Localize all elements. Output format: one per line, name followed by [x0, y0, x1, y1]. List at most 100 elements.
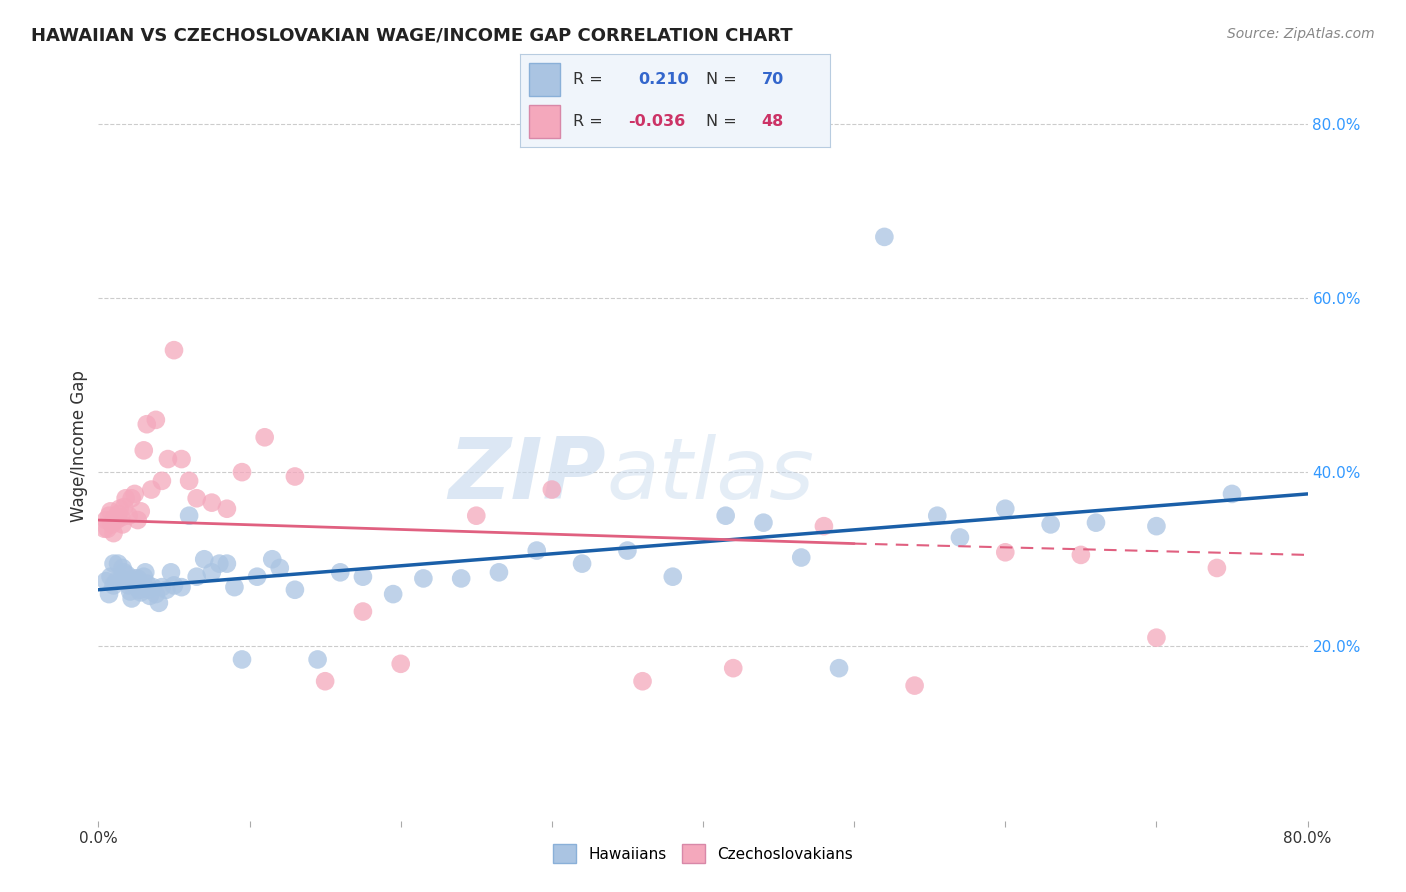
Point: [104, 510, 127, 524]
Point: [128, 582, 150, 597]
Point: [828, 661, 851, 675]
Text: 48: 48: [762, 114, 783, 129]
Point: [949, 531, 972, 545]
Point: [115, 568, 138, 582]
Point: [94, 513, 117, 527]
Point: [124, 571, 146, 585]
Point: [412, 571, 434, 585]
Point: [163, 343, 186, 358]
Point: [136, 582, 159, 597]
Point: [382, 587, 405, 601]
Point: [994, 501, 1017, 516]
Point: [94, 574, 117, 588]
Point: [208, 557, 231, 571]
Point: [132, 443, 155, 458]
Point: [105, 574, 128, 588]
Point: [253, 430, 276, 444]
Point: [873, 230, 896, 244]
Point: [93, 522, 115, 536]
Point: [1206, 561, 1229, 575]
Point: [127, 513, 149, 527]
Point: [145, 413, 167, 427]
Point: [231, 652, 253, 666]
Point: [246, 570, 269, 584]
Point: [135, 576, 157, 591]
Point: [156, 452, 179, 467]
Point: [186, 491, 208, 506]
Point: [723, 661, 745, 675]
Point: [790, 550, 813, 565]
Point: [98, 587, 121, 601]
Point: [129, 504, 152, 518]
Point: [112, 500, 135, 514]
Point: [103, 578, 125, 592]
Point: [170, 452, 193, 467]
Point: [103, 526, 125, 541]
Point: [231, 465, 253, 479]
Point: [110, 510, 132, 524]
Point: [201, 495, 224, 509]
Point: [96, 522, 118, 536]
Point: [110, 571, 132, 585]
Point: [100, 504, 122, 518]
Text: 70: 70: [762, 71, 783, 87]
Text: Source: ZipAtlas.com: Source: ZipAtlas.com: [1227, 27, 1375, 41]
Text: R =: R =: [572, 71, 603, 87]
Point: [111, 561, 134, 575]
FancyBboxPatch shape: [530, 105, 561, 138]
FancyBboxPatch shape: [530, 63, 561, 95]
Point: [389, 657, 412, 671]
Point: [179, 508, 201, 523]
Point: [1070, 548, 1092, 562]
Point: [124, 487, 146, 501]
Point: [201, 566, 224, 580]
Point: [105, 513, 128, 527]
Point: [155, 582, 177, 597]
Text: N =: N =: [706, 114, 737, 129]
Point: [98, 508, 121, 523]
Point: [927, 508, 949, 523]
Point: [1085, 516, 1108, 530]
Point: [142, 580, 165, 594]
Point: [329, 566, 352, 580]
Point: [118, 578, 141, 592]
Point: [145, 587, 167, 601]
Point: [111, 517, 134, 532]
Point: [160, 566, 183, 580]
Point: [127, 571, 149, 585]
Point: [186, 570, 208, 584]
Point: [215, 557, 238, 571]
Point: [284, 469, 307, 483]
Point: [813, 519, 835, 533]
Point: [148, 596, 170, 610]
Point: [488, 566, 510, 580]
Point: [150, 474, 173, 488]
Point: [114, 491, 136, 506]
Point: [107, 507, 129, 521]
Text: atlas: atlas: [606, 434, 814, 517]
Point: [134, 566, 156, 580]
Point: [101, 517, 124, 532]
Point: [284, 582, 307, 597]
Text: -0.036: -0.036: [628, 114, 686, 129]
Point: [163, 578, 186, 592]
Point: [314, 674, 336, 689]
Point: [571, 557, 593, 571]
Point: [616, 543, 638, 558]
Text: R =: R =: [572, 114, 603, 129]
Text: N =: N =: [706, 71, 737, 87]
Point: [108, 501, 131, 516]
Point: [450, 571, 472, 585]
Point: [121, 591, 143, 606]
Point: [631, 674, 654, 689]
Point: [526, 543, 548, 558]
Point: [100, 570, 122, 584]
Point: [141, 483, 163, 497]
Point: [352, 570, 374, 584]
Point: [752, 516, 775, 530]
Point: [193, 552, 215, 566]
Point: [1039, 517, 1062, 532]
Point: [540, 483, 562, 497]
Point: [661, 570, 683, 584]
Point: [121, 574, 143, 588]
